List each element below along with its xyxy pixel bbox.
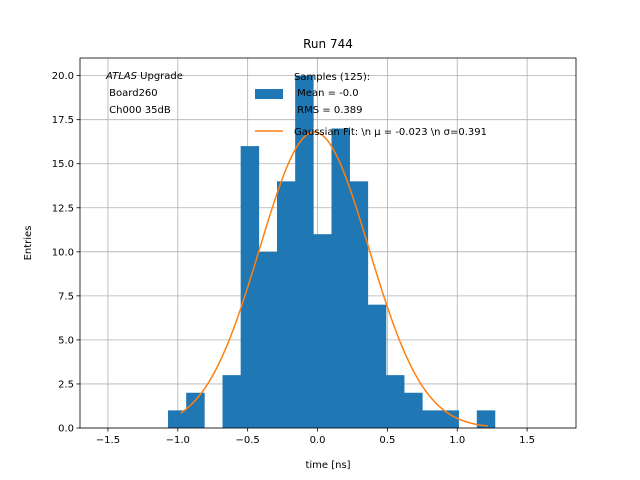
legend-histogram-line-2: Mean = -0.0 — [294, 88, 359, 99]
y-axis-ticks: 0.0 2.5 5.0 7.5 10.0 12.5 15.0 17.5 20.0 — [52, 71, 80, 435]
y-axis-label: Entries — [23, 226, 34, 261]
chart-title: Run 744 — [303, 37, 353, 51]
x-tick-label: 0.0 — [310, 435, 326, 446]
legend-swatch-histogram — [255, 89, 283, 99]
legend-histogram-line-3: RMS = 0.389 — [294, 105, 362, 116]
histogram-bar — [258, 251, 278, 428]
histogram-bars — [168, 75, 496, 428]
histogram-bar — [404, 392, 423, 428]
histogram-bar — [277, 181, 296, 428]
fit-curve-layer — [180, 131, 489, 427]
annotation-atlas: ATLAS — [105, 71, 138, 82]
annotation-upgrade: Upgrade — [137, 71, 183, 82]
x-tick-label: 0.5 — [379, 435, 395, 446]
x-tick-label: −1.0 — [166, 435, 190, 446]
y-tick-label: 12.5 — [52, 203, 74, 214]
histogram-bar — [168, 410, 187, 428]
x-tick-label: −1.5 — [96, 435, 120, 446]
histogram-bar — [476, 410, 496, 428]
histogram-bar — [295, 75, 314, 428]
histogram-bar — [349, 181, 369, 428]
x-tick-label: 1.5 — [519, 435, 535, 446]
y-tick-label: 17.5 — [52, 115, 74, 126]
histogram-bar — [385, 375, 405, 428]
histogram-bar — [222, 375, 241, 428]
plot-area-frame — [79, 57, 577, 429]
annotation-line-3: Ch000 35dB — [106, 105, 171, 116]
histogram-bar — [422, 410, 441, 428]
x-tick-label: −0.5 — [236, 435, 260, 446]
y-tick-label: 0.0 — [58, 424, 74, 435]
histogram-bar — [331, 128, 350, 428]
y-tick-label: 15.0 — [52, 159, 74, 170]
y-tick-label: 5.0 — [58, 335, 74, 346]
y-tick-label: 7.5 — [58, 291, 74, 302]
histogram-bar — [440, 410, 459, 428]
legend-fit-label: Gaussian Fit: \n μ = -0.023 \n σ=0.391 — [294, 127, 487, 138]
x-axis-ticks: −1.5 −1.0 −0.5 0.0 0.5 1.0 1.5 — [96, 428, 535, 446]
y-tick-label: 2.5 — [58, 379, 74, 390]
annotation-line-1: ATLAS Upgrade — [105, 71, 183, 82]
histogram-bar — [186, 392, 205, 428]
x-tick-label: 1.0 — [449, 435, 465, 446]
histogram-bar — [313, 234, 332, 428]
annotation-box: ATLAS Upgrade Board260 Ch000 35dB — [105, 71, 183, 116]
gaussian-fit-curve — [180, 131, 489, 427]
y-tick-label: 20.0 — [52, 71, 74, 82]
x-axis-label: time [ns] — [305, 460, 350, 471]
legend: Samples (125): Mean = -0.0 RMS = 0.389 G… — [255, 72, 487, 138]
histogram-bar — [240, 146, 260, 428]
annotation-line-2: Board260 — [106, 88, 158, 99]
histogram-bar — [367, 304, 387, 428]
legend-histogram-line-1: Samples (125): — [294, 72, 370, 83]
y-tick-label: 10.0 — [52, 247, 74, 258]
